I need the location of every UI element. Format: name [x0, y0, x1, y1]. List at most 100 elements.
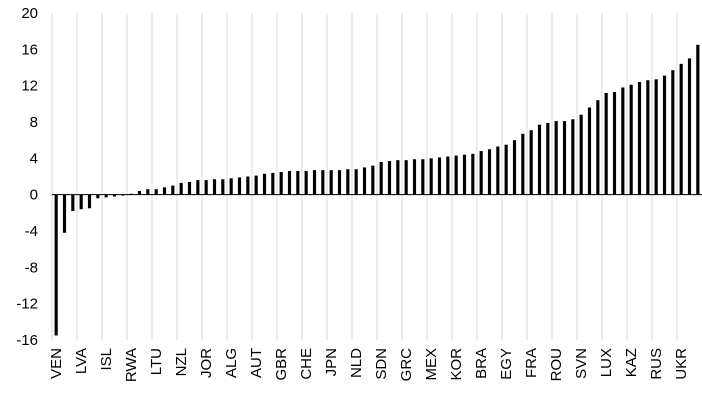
- bar-58: [537, 124, 542, 195]
- bar-63: [579, 114, 583, 195]
- bar-16: [187, 181, 192, 195]
- x-tick-label: NLD: [348, 348, 365, 378]
- bar-27: [279, 171, 283, 195]
- bar-77: [696, 44, 700, 195]
- bar-74: [671, 70, 675, 195]
- bar-70: [637, 82, 642, 195]
- x-tick-label: BRA: [473, 348, 490, 379]
- bar-61: [562, 121, 567, 195]
- bar-54: [504, 144, 508, 195]
- bar-51: [479, 151, 483, 195]
- x-tick-label: CHE: [298, 348, 315, 380]
- bar-3: [79, 194, 83, 210]
- bar-48: [454, 155, 458, 195]
- x-tick-label: GRC: [398, 348, 415, 382]
- y-tick-label: -4: [25, 223, 38, 240]
- bar-17: [196, 180, 200, 195]
- y-tick-label: 4: [30, 150, 38, 167]
- bar-35: [346, 169, 350, 195]
- bar-76: [687, 58, 692, 195]
- x-tick-label: LUX: [598, 348, 615, 377]
- bar-72: [654, 79, 658, 195]
- y-tick-label: 12: [21, 78, 38, 95]
- bar-73: [662, 75, 667, 195]
- bar-44: [421, 159, 425, 195]
- bar-40: [387, 161, 392, 195]
- bar-32: [321, 170, 325, 195]
- x-tick-label: GBR: [273, 348, 290, 381]
- x-tick-label: JOR: [198, 348, 215, 378]
- bar-34: [337, 170, 342, 195]
- bar-20: [221, 179, 225, 195]
- x-tick-label: KAZ: [623, 348, 640, 377]
- bar-60: [554, 121, 558, 195]
- bar-62: [571, 119, 575, 195]
- bar-14: [171, 185, 175, 195]
- bar-55: [512, 140, 517, 195]
- bar-66: [604, 92, 608, 195]
- bar-37: [362, 167, 367, 195]
- x-tick-label: LTU: [148, 348, 165, 375]
- bar-15: [179, 182, 183, 195]
- bar-1: [62, 194, 67, 233]
- bar-69: [629, 84, 633, 195]
- x-tick-label: ISL: [98, 348, 115, 371]
- bar-47: [446, 156, 450, 195]
- bar-57: [529, 130, 533, 195]
- bar-67: [612, 92, 617, 195]
- bar-0: [54, 194, 58, 336]
- x-tick-label: UKR: [673, 348, 690, 380]
- bar-33: [329, 170, 333, 195]
- bar-18: [204, 180, 208, 195]
- bar-59: [546, 122, 550, 195]
- bar-41: [396, 160, 400, 195]
- bar-31: [312, 170, 317, 195]
- x-tick-label: MEX: [423, 348, 440, 381]
- y-tick-label: -16: [16, 332, 38, 349]
- bar-28: [287, 171, 292, 195]
- bar-7: [112, 194, 117, 197]
- bar-13: [162, 187, 167, 195]
- y-tick-label: 20: [21, 5, 38, 22]
- bar-5: [96, 194, 100, 199]
- x-tick-label: SVN: [573, 348, 590, 379]
- x-tick-label: RUS: [648, 348, 665, 380]
- x-tick-labels: VEN LVA ISL RWA LTU NZL JOR ALG AUT GBR CHE JPN NLD S…: [48, 348, 690, 382]
- bar-75: [679, 63, 683, 195]
- bar-42: [404, 160, 408, 195]
- bar-65: [596, 100, 600, 195]
- y-tick-label: -8: [25, 259, 38, 276]
- bar-56: [521, 133, 525, 195]
- bar-45: [429, 158, 433, 195]
- bar-30: [304, 171, 308, 195]
- bar-12: [154, 189, 158, 195]
- bar-39: [379, 161, 383, 195]
- bar-46: [437, 157, 442, 195]
- y-tick-label: 16: [21, 41, 38, 58]
- x-tick-label: JPN: [323, 348, 340, 376]
- bar-68: [621, 87, 625, 195]
- bar-21: [229, 178, 233, 195]
- y-tick-label: -12: [16, 296, 38, 313]
- bar-36: [354, 169, 358, 195]
- x-tick-label: ALG: [223, 348, 240, 378]
- x-tick-label: FRA: [523, 348, 540, 378]
- bar-64: [587, 107, 592, 195]
- y-tick-label: 0: [30, 187, 38, 204]
- bar-50: [471, 153, 475, 195]
- x-tick-label: VEN: [48, 348, 65, 379]
- bar-2: [71, 194, 75, 212]
- bar-52: [487, 149, 492, 195]
- x-tick-label: AUT: [248, 348, 265, 378]
- bar-29: [296, 171, 300, 195]
- bar-25: [262, 173, 267, 195]
- x-tick-label: KOR: [448, 348, 465, 381]
- y-tick-labels: -16 -12 -8 -4 0 4 8 12 16 20: [16, 5, 38, 349]
- bar-38: [371, 165, 375, 195]
- bar-19: [212, 179, 217, 195]
- x-tick-label: LVA: [73, 348, 90, 374]
- bar-10: [137, 191, 142, 195]
- bar-23: [246, 176, 250, 195]
